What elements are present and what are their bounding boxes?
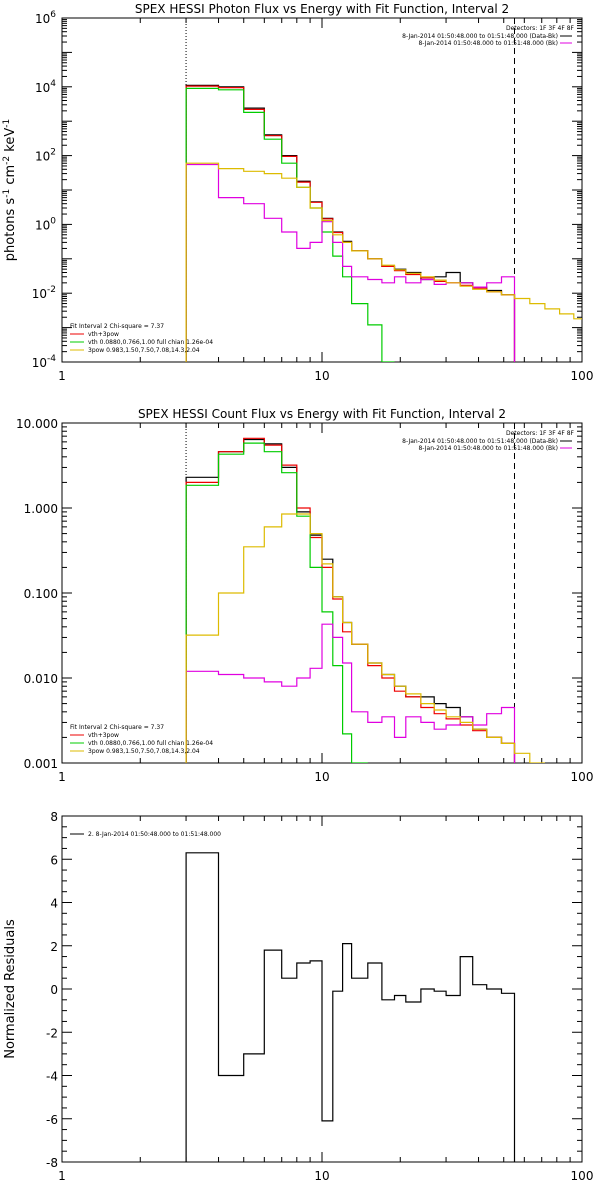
y-tick-label: 0 [50,983,58,997]
x-tick-label: 100 [571,1169,594,1183]
y-tick-label: 8 [50,810,58,824]
legend-fit-header: Fit Interval 2 Chi-square = 7.37 [70,323,164,330]
y-tick-label: 0.010 [24,672,58,686]
y-tick-label: 106 [35,10,56,26]
chart-panel-2: SPEX HESSI Count Flux vs Energy with Fit… [16,407,593,784]
legend-entry-text: 8-Jan-2014 01:50:48.000 to 01:51:48.000 … [402,438,558,445]
legend-fit-header: Fit Interval 2 Chi-square = 7.37 [70,724,164,731]
y-axis-label: photons s-1 cm-2 keV-1 [2,119,18,261]
legend-header: Detectors: 1F 3F 4F 8F [506,25,575,32]
series-line-3 [185,87,395,362]
y-axis-label-exponent: -2 [2,156,12,165]
y-tick-label: -4 [46,1070,58,1084]
legend-entry-text: vth 0.0880,0.766,1.00 full chian 1.26e-0… [88,339,213,346]
series-line-3 [185,442,368,763]
y-tick-label: -6 [46,1113,58,1127]
y-tick-exponent: 2 [50,148,56,158]
legend-top: Detectors: 1F 3F 4F 8F8-Jan-2014 01:50:4… [402,25,574,47]
legend-entry-text: vth+3pow [88,331,119,338]
y-tick-label: 2 [50,940,58,954]
series-line-2 [185,437,516,763]
y-axis-label: Normalized Residuals [3,919,18,1059]
y-tick-label: 0.100 [24,587,58,601]
y-tick-label: 10.000 [16,417,58,431]
legend-entry-text: 8-Jan-2014 01:50:48.000 to 01:51:48.000 … [418,445,558,452]
legend-entry-text: 8-Jan-2014 01:50:48.000 to 01:51:48.000 … [402,33,558,40]
legend-entry-text: 3pow 0.983,1.50,7.50,7.08,14.3,2.04 [88,347,200,354]
y-tick-base: 10 [35,150,50,164]
legend-entry-text: 3pow 0.983,1.50,7.50,7.08,14.3,2.04 [88,748,200,755]
legend-bottom: Fit Interval 2 Chi-square = 7.37vth+3pow… [70,323,213,354]
chart-title: SPEX HESSI Photon Flux vs Energy with Fi… [135,2,509,16]
series-group [185,84,582,362]
legend-header: Detectors: 1F 3F 4F 8F [506,430,575,437]
y-tick-label: 10-2 [32,285,56,301]
y-tick-exponent: 4 [50,79,56,89]
y-tick-label: 1.000 [24,502,58,516]
chart-panel-1: SPEX HESSI Photon Flux vs Energy with Fi… [2,2,593,383]
y-tick-label: 6 [50,853,58,867]
series-line-5 [185,513,545,763]
y-tick-label: -2 [46,1026,58,1040]
legend-entry-text: vth+3pow [88,732,119,739]
x-tick-label: 1 [58,770,66,784]
series-group [185,852,516,1162]
y-axis-label-exponent: -1 [2,189,12,198]
y-tick-base: 10 [35,218,50,232]
series-line-5 [185,162,582,362]
y-tick-label: -8 [46,1156,58,1170]
legend-top: Detectors: 1F 3F 4F 8F8-Jan-2014 01:50:4… [402,430,574,452]
y-axis-label-part: photons s [3,198,18,262]
y-tick-label: 102 [35,148,56,164]
y-axis-label-part: keV [3,128,18,156]
y-tick-label: 0.001 [24,757,58,771]
y-tick-exponent: -2 [47,285,56,295]
x-tick-label: 10 [314,369,329,383]
x-tick-label: 1 [58,1169,66,1183]
y-tick-base: 10 [35,81,50,95]
series-group [185,437,545,763]
y-tick-base: 10 [32,356,47,370]
series-line-4 [185,163,516,362]
series-line-4 [185,623,516,763]
x-tick-label: 10 [314,1169,329,1183]
x-tick-label: 100 [571,770,594,784]
plot-frame [61,17,583,363]
y-tick-exponent: 0 [50,216,56,226]
y-tick-label: 100 [35,216,56,232]
y-tick-label: 10-4 [32,354,57,370]
x-tick-label: 10 [314,770,329,784]
legend-entry-text: 2. 8-Jan-2014 01:50:48.000 to 01:51:48.0… [88,831,221,838]
y-tick-base: 10 [32,287,47,301]
x-tick-label: 100 [571,369,594,383]
y-tick-exponent: 6 [50,10,56,20]
y-tick-label: 4 [50,897,58,911]
y-axis-label-exponent: -1 [2,119,12,128]
chart-title: SPEX HESSI Count Flux vs Energy with Fit… [138,407,506,421]
y-axis-label-part: cm [3,165,18,189]
series-line-1 [185,852,516,1162]
legend-entry-text: vth 0.0880,0.766,1.00 full chian 1.26e-0… [88,740,213,747]
chart-panel-3: 1 10 100 -8 -6 -4 -2 0 2 4 6 8 Normalized Residuals 2… [3,810,593,1183]
y-tick-label: 104 [35,79,56,95]
x-tick-label: 1 [58,369,66,383]
series-line-1 [185,84,516,362]
legend-entry-text: 8-Jan-2014 01:50:48.000 to 01:51:48.000 … [418,40,558,47]
legend-bottom: Fit Interval 2 Chi-square = 7.37vth+3pow… [70,724,213,755]
y-tick-exponent: -4 [47,354,56,364]
series-line-2 [185,85,516,362]
series-line-1 [185,438,516,763]
y-tick-base: 10 [35,12,50,26]
legend-top-left: 2. 8-Jan-2014 01:50:48.000 to 01:51:48.0… [70,831,221,838]
